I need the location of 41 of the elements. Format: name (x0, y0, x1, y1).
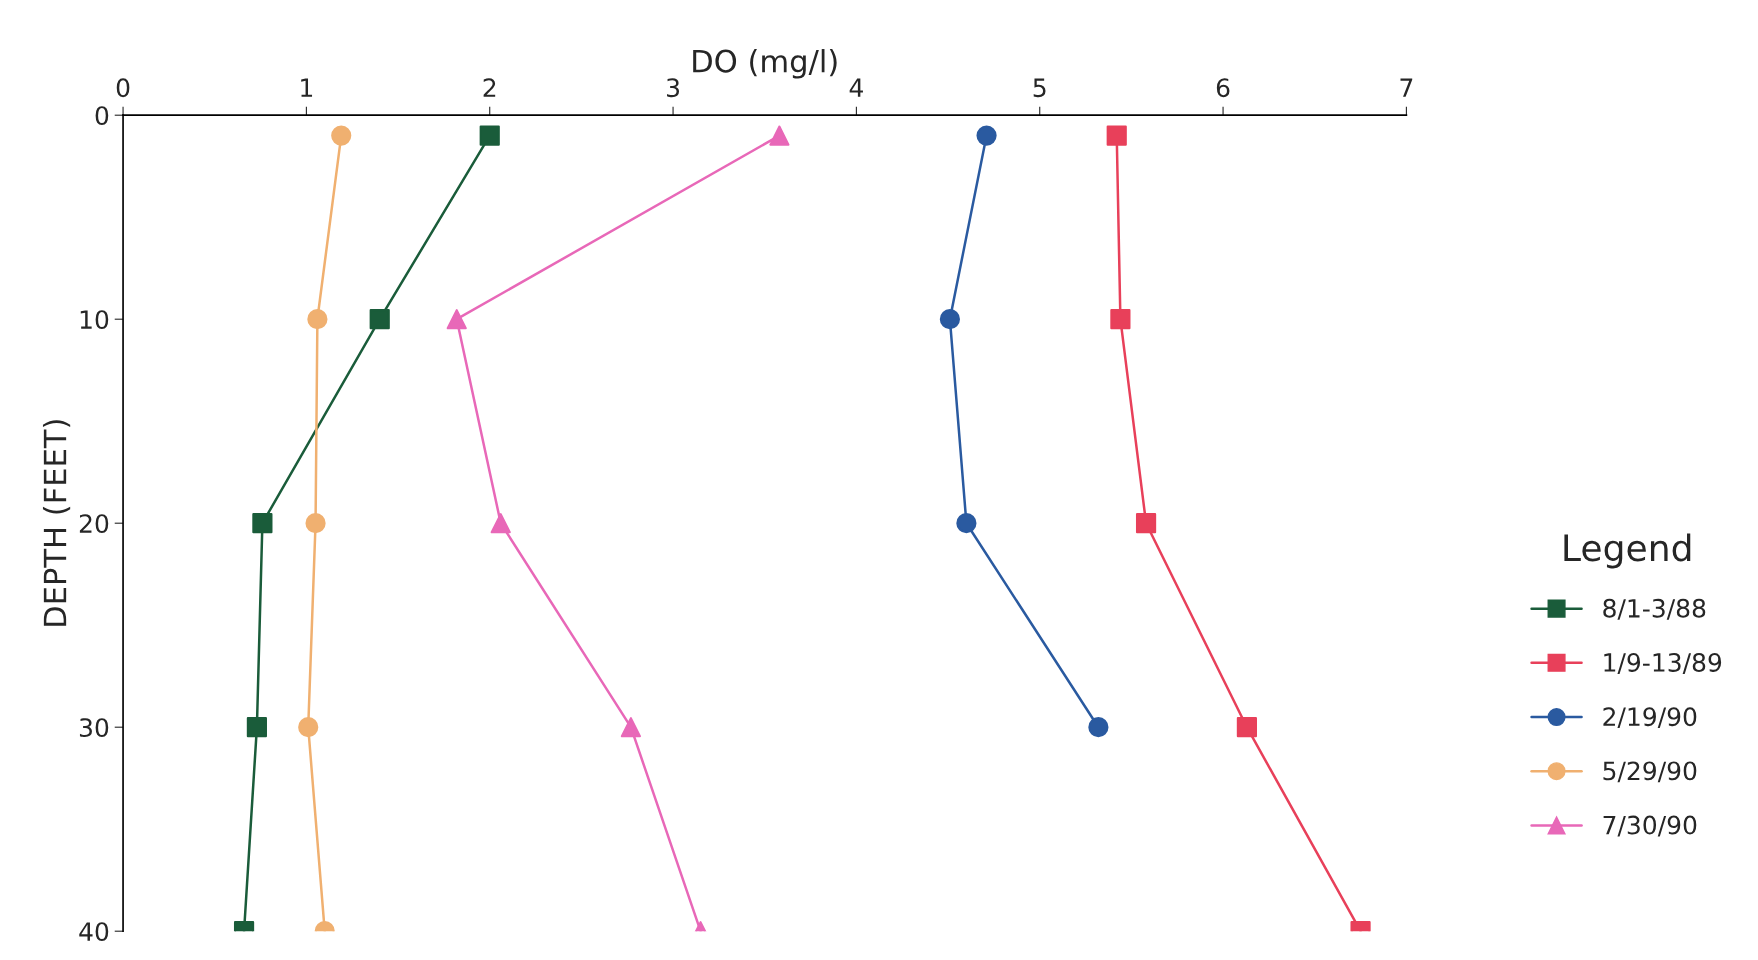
x-tick-label: 7 (1400, 78, 1413, 97)
x-tick-label: 4 (849, 78, 863, 97)
point (479, 125, 500, 146)
y-tick-label: 40 (79, 922, 109, 942)
point (446, 309, 467, 330)
x-tick-label: 1 (301, 78, 313, 97)
x-tick-label: 5 (1033, 78, 1046, 98)
legend-label: 2/19/90 (1603, 707, 1697, 729)
point (305, 513, 326, 534)
point (769, 125, 790, 146)
x-tick-label: 0 (116, 78, 130, 98)
y-tick-label: 0 (95, 106, 109, 126)
legend-label: 5/29/90 (1603, 761, 1697, 783)
point (246, 717, 267, 738)
point (1110, 309, 1131, 330)
x-tick-label: 3 (667, 78, 680, 98)
point (956, 513, 977, 534)
point (620, 717, 641, 738)
point (307, 309, 328, 330)
point (490, 513, 511, 534)
y-tick-label: 20 (79, 514, 109, 534)
x-axis-title: DO (mg/l) (693, 49, 837, 79)
y-tick-label: 10 (80, 310, 109, 330)
legend-label: 1/9-13/89 (1604, 653, 1722, 674)
point (298, 717, 319, 738)
point (331, 125, 352, 146)
x-tick-label: 2 (483, 78, 496, 97)
point (369, 309, 390, 330)
point (1088, 717, 1109, 738)
legend-title: Legend (1564, 533, 1691, 569)
point (976, 125, 997, 146)
y-tick-label: 30 (79, 718, 109, 738)
point (939, 309, 960, 330)
point (252, 513, 273, 534)
point (1135, 513, 1157, 534)
legend-label: 7/30/90 (1603, 815, 1697, 837)
point (1106, 125, 1127, 146)
y-axis-title: DEPTH (FEET) (42, 420, 71, 626)
point (1236, 717, 1257, 738)
legend-label: 8/1-3/88 (1603, 598, 1706, 620)
x-tick-label: 6 (1216, 78, 1230, 98)
